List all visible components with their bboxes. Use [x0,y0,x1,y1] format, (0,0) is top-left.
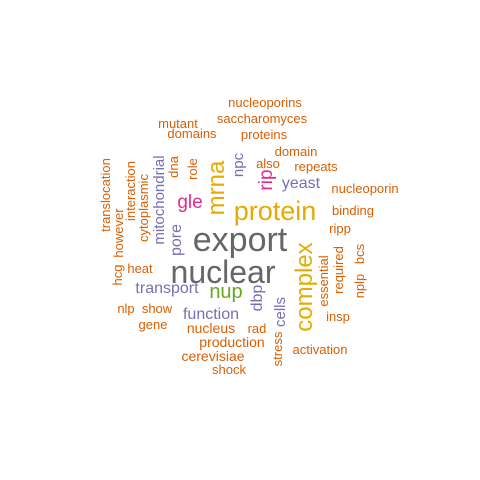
word-saccharomyces: saccharomyces [217,111,308,126]
word-cells: cells [272,297,289,327]
word-insp: insp [326,309,350,324]
word-role: role [185,158,200,180]
word-translocation: translocation [98,158,113,232]
word-nlp: nlp [117,301,134,316]
word-protein: protein [234,196,317,226]
word-cerevisiae: cerevisiae [181,348,244,364]
word-hcg: hcg [110,265,125,286]
word-dbp: dbp [249,285,266,312]
word-shock: shock [212,362,246,377]
word-transport: transport [135,280,199,297]
word-bcs: bcs [352,243,367,264]
word-domains: domains [167,126,217,141]
word-domain: domain [275,144,318,159]
word-complex: complex [291,242,318,331]
word-rad: rad [248,321,267,336]
word-nplp: nplp [352,274,367,299]
word-show: show [142,301,173,316]
word-mitochondrial: mitochondrial [151,155,168,244]
word-gene: gene [139,317,168,332]
word-ripp: ripp [329,221,351,236]
word-interaction: interaction [123,161,138,221]
word-heat: heat [127,261,153,276]
word-activation: activation [293,342,348,357]
word-mutant: mutant [158,116,198,131]
word-proteins: proteins [241,127,288,142]
word-nucleoporins: nucleoporins [228,95,302,110]
word-however: however [111,208,126,258]
word-nucleus: nucleus [187,320,235,336]
word-production: production [199,334,264,350]
word-also: also [256,156,280,171]
word-cytoplasmic: cytoplasmic [136,174,151,242]
word-nucleoporin: nucleoporin [331,181,398,196]
word-pore: pore [168,224,185,256]
word-yeast: yeast [282,175,321,192]
word-gle: gle [177,192,202,213]
word-export: export [193,221,288,259]
word-essential: essential [316,255,331,306]
word-nuclear: nuclear [171,254,276,290]
word-rip: rip [256,169,277,190]
word-mrna: mrna [203,160,230,215]
word-nup: nup [209,281,242,303]
word-binding: binding [332,203,374,218]
word-stress: stress [270,331,285,366]
word-dna: dna [166,155,181,177]
word-npc: npc [230,152,247,177]
word-repeats: repeats [294,159,338,174]
word-function: function [183,306,239,323]
word-required: required [331,246,346,294]
